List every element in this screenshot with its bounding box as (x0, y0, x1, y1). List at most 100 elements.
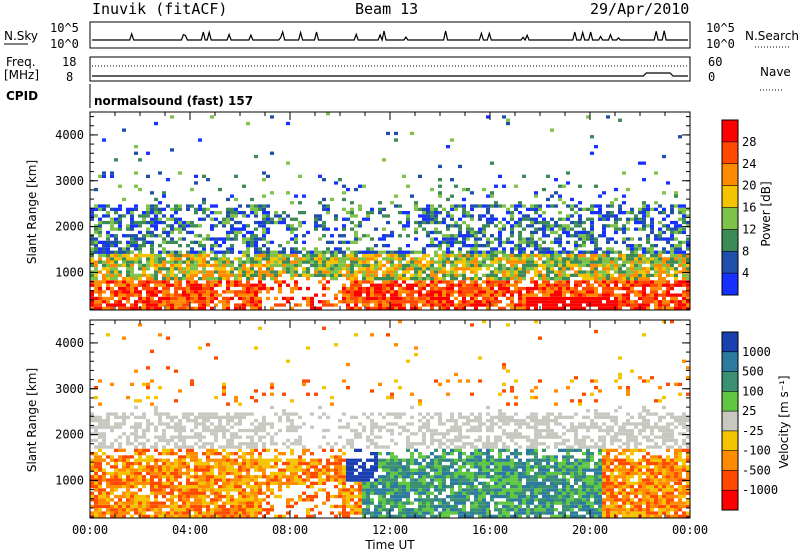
heatmap-cell (626, 257, 630, 261)
heatmap-cell (250, 508, 254, 512)
heatmap-cell (286, 468, 290, 472)
heatmap-cell (230, 471, 234, 476)
heatmap-cell (498, 270, 502, 274)
heatmap-cell (102, 138, 106, 142)
heatmap-cell (238, 465, 242, 469)
heatmap-cell (138, 511, 142, 515)
heatmap-cell (614, 306, 618, 310)
heatmap-cell (386, 234, 390, 238)
heatmap-cell (298, 263, 302, 268)
heatmap-cell (302, 253, 306, 258)
heatmap-cell (254, 214, 258, 218)
heatmap-cell (674, 273, 678, 277)
heatmap-cell (202, 277, 206, 281)
heatmap-cell (298, 481, 302, 485)
heatmap-cell (230, 270, 234, 274)
heatmap-cell (374, 300, 378, 304)
heatmap-cell (214, 283, 218, 287)
heatmap-cell (462, 244, 466, 248)
heatmap-cell (410, 277, 414, 281)
heatmap-cell (382, 478, 386, 482)
heatmap-cell (554, 220, 558, 225)
heatmap-cell (522, 300, 526, 304)
heatmap-cell (274, 277, 278, 281)
heatmap-cell (270, 465, 274, 469)
heatmap-cell (118, 448, 122, 452)
heatmap-cell (414, 250, 418, 254)
heatmap-cell (186, 491, 190, 495)
freq-unit: [MHz] (4, 68, 39, 82)
heatmap-cell (354, 214, 358, 218)
heatmap-cell (498, 283, 502, 287)
heatmap-cell (238, 445, 242, 449)
heatmap-cell (674, 237, 678, 241)
heatmap-cell (542, 230, 546, 235)
heatmap-cell (178, 293, 182, 297)
heatmap-cell (686, 296, 690, 301)
heatmap-cell (210, 257, 214, 261)
heatmap-cell (226, 428, 230, 433)
heatmap-cell (490, 257, 494, 261)
heatmap-cell (90, 514, 94, 518)
heatmap-cell (514, 280, 518, 284)
heatmap-cell (146, 422, 150, 426)
heatmap-cell (382, 475, 386, 479)
heatmap-cell (614, 224, 618, 228)
heatmap-cell (586, 273, 590, 277)
heatmap-cell (306, 465, 310, 469)
heatmap-cell (486, 296, 490, 301)
heatmap-cell (630, 253, 634, 258)
heatmap-cell (578, 244, 582, 248)
heatmap-cell (502, 290, 506, 294)
heatmap-cell (294, 217, 298, 221)
heatmap-cell (562, 290, 566, 294)
heatmap-cell (102, 204, 106, 208)
heatmap-cell (522, 227, 526, 231)
heatmap-cell (438, 204, 442, 208)
heatmap-cell (614, 263, 618, 268)
heatmap-cell (494, 224, 498, 228)
heatmap-cell (454, 220, 458, 225)
heatmap-cell (486, 300, 490, 304)
heatmap-cell (206, 280, 210, 284)
heatmap-cell (334, 494, 338, 499)
heatmap-cell (342, 425, 346, 429)
heatmap-cell (478, 260, 482, 264)
heatmap-cell (310, 263, 314, 268)
heatmap-cell (114, 253, 118, 258)
heatmap-cell (318, 471, 322, 476)
heatmap-cell (362, 300, 366, 304)
heatmap-cell (170, 260, 174, 264)
heatmap-cell (238, 485, 242, 489)
heatmap-cell (314, 217, 318, 221)
heatmap-cell (342, 191, 346, 195)
heatmap-cell (642, 178, 646, 182)
heatmap-cell (374, 455, 378, 459)
heatmap-cell (178, 296, 182, 301)
heatmap-cell (246, 280, 250, 284)
heatmap-cell (106, 244, 110, 248)
heatmap-cell (142, 267, 146, 271)
heatmap-cell (266, 422, 270, 426)
heatmap-cell (542, 240, 546, 244)
heatmap-cell (138, 508, 142, 512)
heatmap-cell (530, 207, 534, 211)
heatmap-cell (154, 214, 158, 218)
heatmap-cell (530, 240, 534, 244)
heatmap-cell (186, 263, 190, 268)
heatmap-cell (114, 415, 118, 419)
heatmap-cell (314, 220, 318, 225)
heatmap-cell (250, 485, 254, 489)
heatmap-cell (214, 244, 218, 248)
heatmap-cell (574, 273, 578, 277)
heatmap-cell (614, 270, 618, 274)
heatmap-cell (218, 270, 222, 274)
heatmap-cell (642, 283, 646, 287)
heatmap-cell (306, 300, 310, 304)
heatmap-cell (526, 237, 530, 241)
heatmap-cell (370, 250, 374, 254)
heatmap-cell (178, 508, 182, 512)
heatmap-cell (94, 514, 98, 518)
heatmap-cell (530, 263, 534, 268)
heatmap-cell (178, 448, 182, 452)
